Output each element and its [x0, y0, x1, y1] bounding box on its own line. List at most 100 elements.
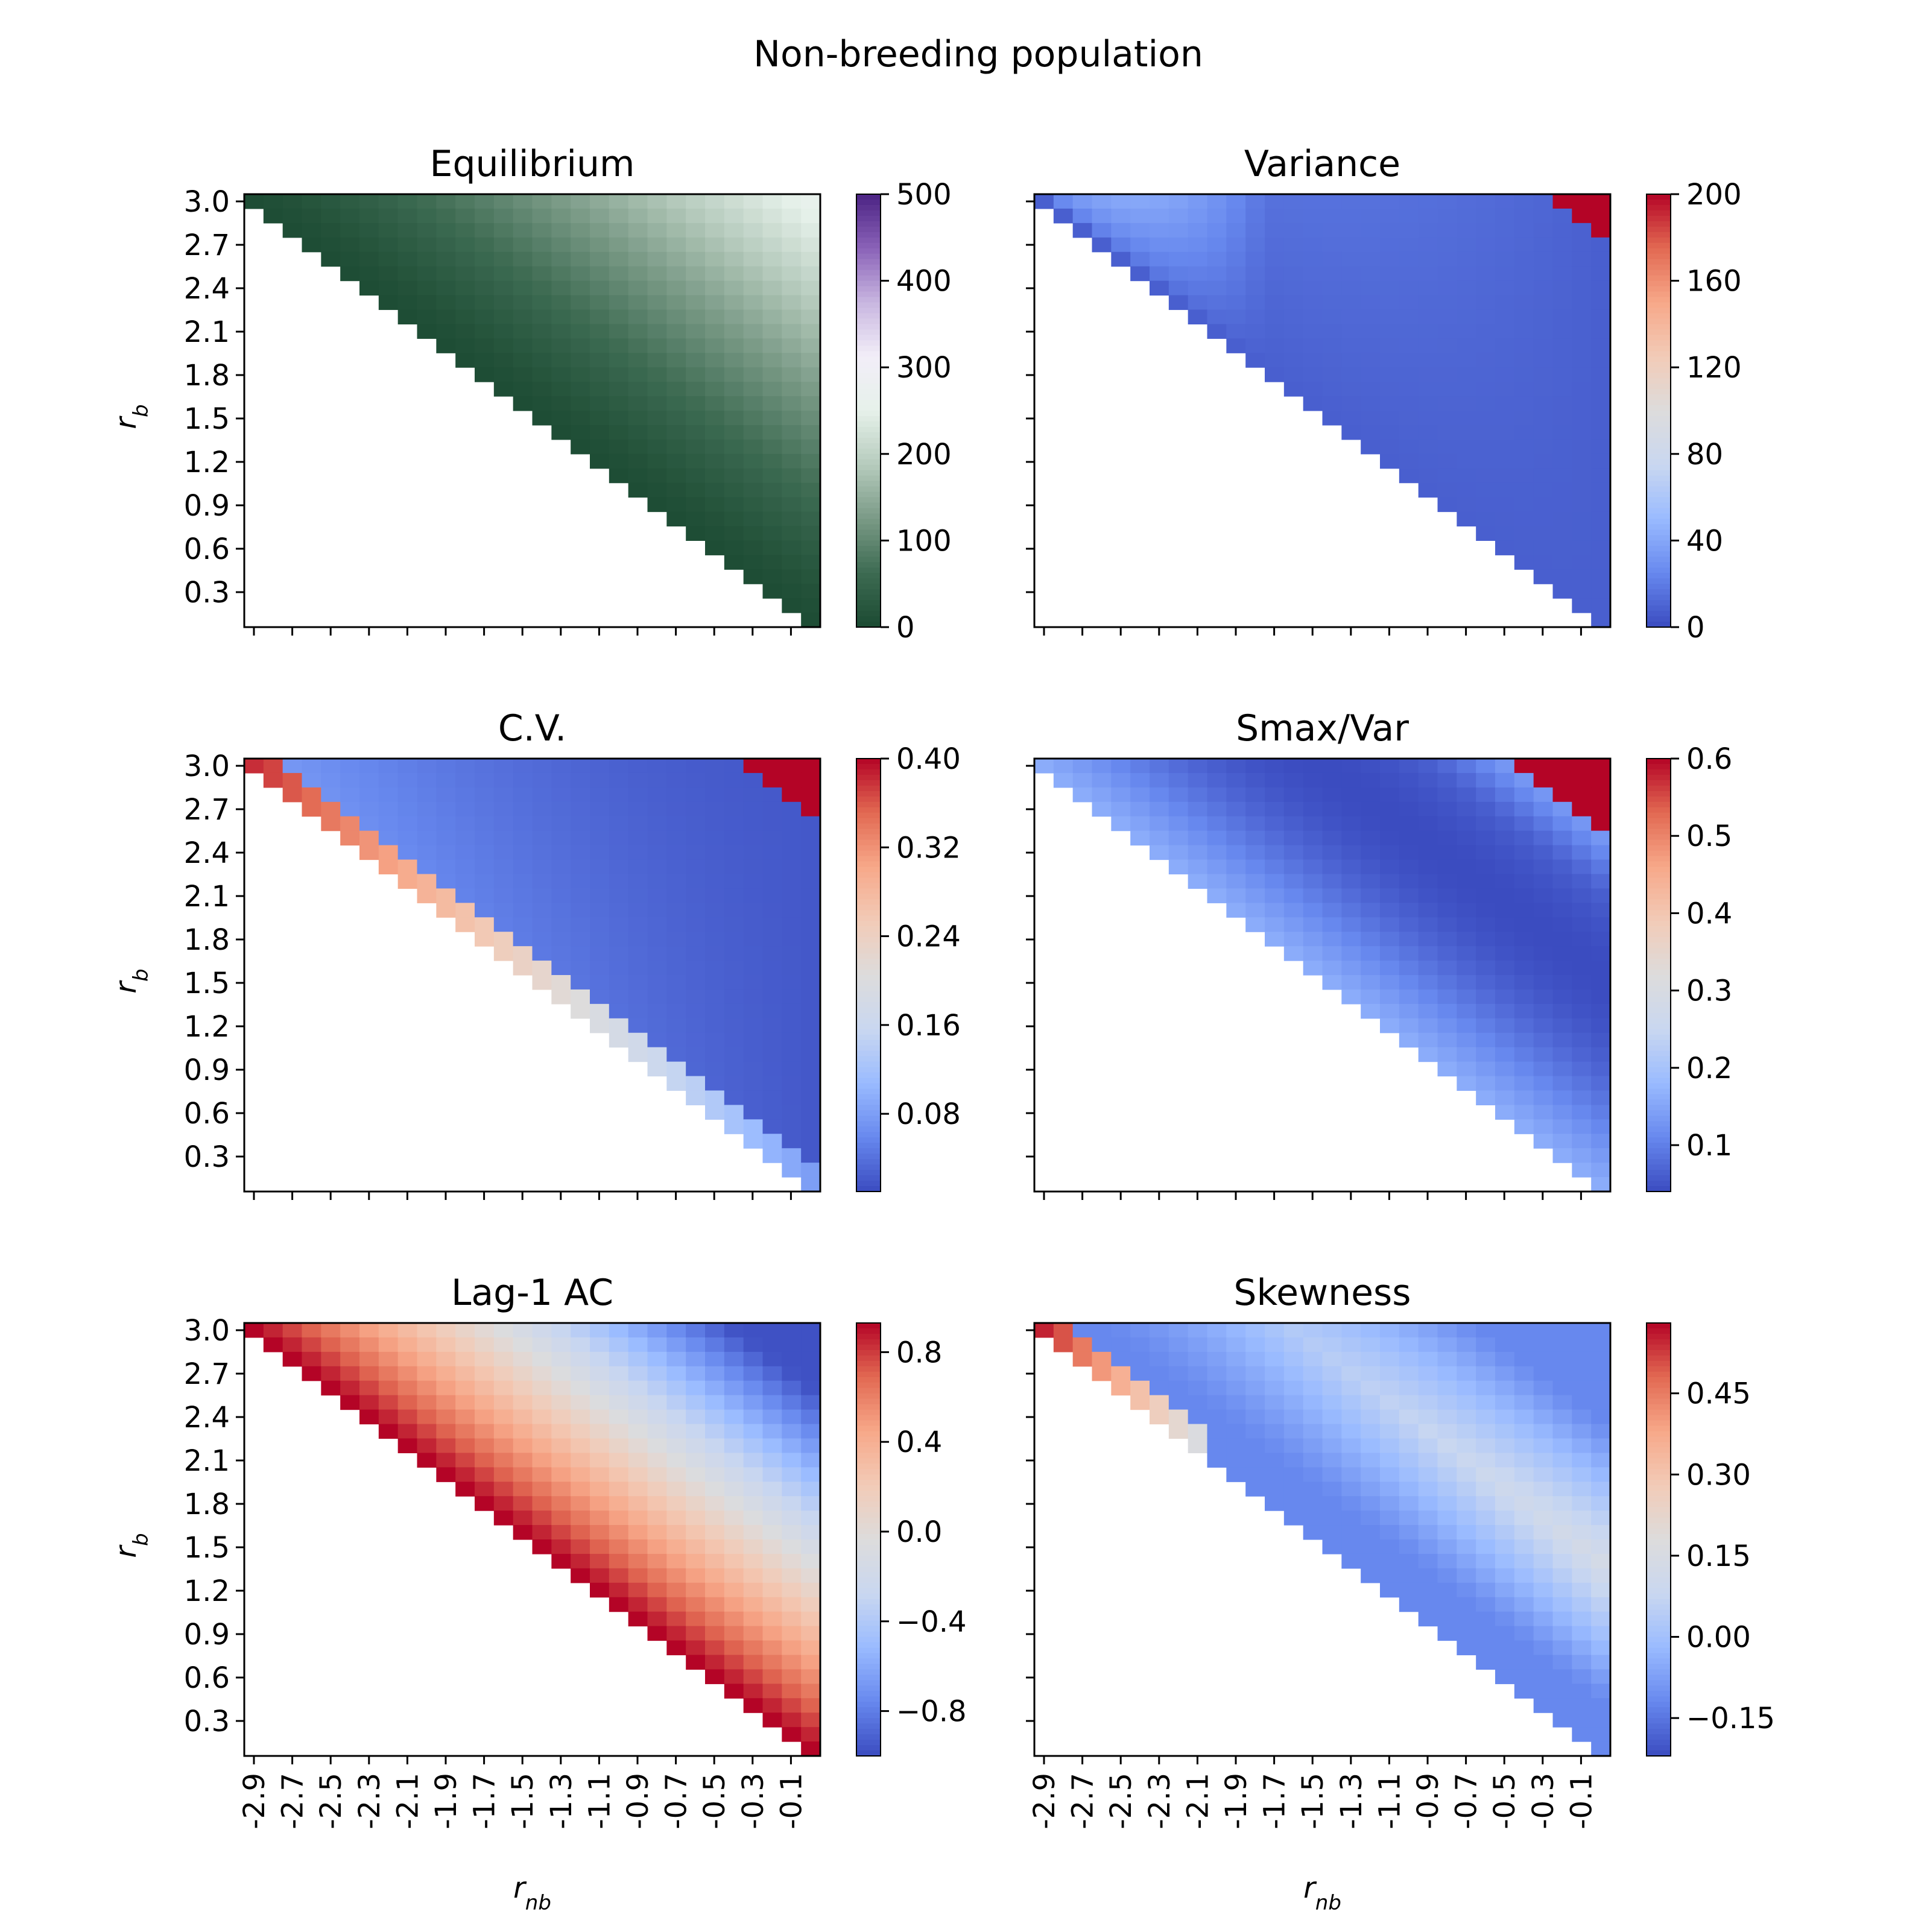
heatmap-cell: [475, 1337, 495, 1353]
heatmap-cell: [609, 411, 629, 426]
heatmap-cell: [1399, 411, 1419, 426]
heatmap-cell: [1591, 468, 1611, 484]
heatmap-cell: [1552, 1061, 1572, 1077]
heatmap-cell: [1322, 816, 1342, 832]
heatmap-cell: [1533, 569, 1554, 584]
heatmap-cell: [666, 353, 686, 368]
colorbar-segment: [1647, 1442, 1671, 1448]
heatmap-cell: [666, 961, 686, 976]
heatmap-cell: [743, 830, 764, 846]
heatmap-cell: [609, 888, 629, 903]
heatmap-cell: [1399, 961, 1419, 976]
heatmap-cell: [340, 759, 360, 774]
heatmap-cell: [666, 801, 686, 817]
heatmap-cell: [1361, 1337, 1381, 1353]
colorbar-segment: [1647, 242, 1671, 249]
heatmap-cell: [1591, 1568, 1611, 1583]
y-tick-label: 3.0: [184, 1314, 230, 1348]
heatmap-cell: [340, 251, 360, 267]
heatmap-cell: [302, 787, 321, 803]
heatmap-cell: [1495, 845, 1515, 860]
heatmap-cell: [1572, 917, 1592, 932]
heatmap-cell: [1168, 223, 1189, 238]
heatmap-cell: [1495, 816, 1515, 832]
heatmap-cell: [1437, 411, 1457, 426]
heatmap-cell: [590, 1351, 610, 1367]
heatmap-cell: [1092, 801, 1112, 817]
heatmap-cell: [628, 1611, 648, 1627]
heatmap-cell: [417, 787, 437, 803]
heatmap-cell: [1533, 324, 1554, 339]
heatmap-cell: [705, 1061, 725, 1077]
heatmap-cell: [1514, 772, 1534, 788]
heatmap-cell: [1552, 1684, 1572, 1699]
heatmap-cell: [532, 772, 552, 788]
heatmap-cell: [743, 1568, 764, 1583]
heatmap-cell: [1437, 1611, 1457, 1627]
heatmap-cell: [628, 961, 648, 976]
heatmap-cell: [628, 1582, 648, 1598]
heatmap-cell: [1495, 1553, 1515, 1569]
heatmap-cell: [1514, 555, 1534, 570]
heatmap-cell: [1572, 526, 1592, 541]
heatmap-cell: [1399, 816, 1419, 832]
heatmap-cell: [513, 1496, 533, 1511]
heatmap-cell: [647, 903, 667, 918]
heatmap-cell: [321, 1323, 341, 1338]
heatmap-cell: [1418, 1611, 1438, 1627]
heatmap-cell: [782, 468, 802, 484]
heatmap-cell: [724, 1511, 744, 1526]
heatmap-cell: [762, 280, 782, 296]
colorbar-segment: [856, 204, 881, 211]
heatmap-cell: [571, 888, 590, 903]
heatmap-cell: [590, 816, 610, 832]
heatmap-cell: [1476, 280, 1496, 296]
heatmap-cell: [1341, 367, 1361, 382]
heatmap-cell: [1283, 903, 1304, 918]
colorbar-segment: [856, 1529, 881, 1535]
heatmap-cell: [1437, 295, 1457, 311]
heatmap-cell: [1533, 526, 1554, 541]
heatmap-cell: [743, 801, 764, 817]
colorbar-segment: [1647, 508, 1671, 514]
heatmap-cell: [1457, 396, 1476, 411]
heatmap-cell: [1533, 396, 1554, 411]
heatmap-cell: [513, 1467, 533, 1482]
heatmap-cell: [1457, 1337, 1476, 1353]
colorbar-segment: [1647, 1626, 1671, 1632]
heatmap-cell: [1476, 453, 1496, 469]
panel-title: Equilibrium: [430, 143, 635, 185]
heatmap-cell: [782, 309, 802, 324]
y-axis-label: rb: [109, 968, 153, 993]
heatmap-cell: [1572, 266, 1592, 282]
colorbar-segment: [1647, 1529, 1671, 1535]
heatmap-cell: [705, 989, 725, 1005]
heatmap-cell: [571, 1453, 590, 1468]
heatmap-cell: [1418, 295, 1438, 311]
colorbar-segment: [856, 1323, 881, 1329]
heatmap-cell: [1514, 324, 1534, 339]
heatmap-cell: [1457, 208, 1476, 224]
heatmap-cell: [321, 787, 341, 803]
heatmap-cell: [359, 772, 379, 788]
heatmap-cell: [1303, 1395, 1323, 1410]
heatmap-cell: [1361, 396, 1381, 411]
colorbar-segment: [1647, 616, 1671, 622]
colorbar-tick-label: 80: [1686, 438, 1723, 472]
heatmap-cell: [1591, 903, 1611, 918]
colorbar-segment: [1647, 812, 1671, 819]
heatmap-cell: [686, 932, 706, 947]
colorbar-segment: [1647, 611, 1671, 617]
heatmap-cell: [1303, 1409, 1323, 1425]
heatmap-cell: [1168, 1351, 1189, 1367]
heatmap-cell: [302, 1351, 321, 1367]
heatmap-cell: [1514, 280, 1534, 296]
heatmap-cell: [1341, 989, 1361, 1005]
heatmap-cell: [1533, 787, 1554, 803]
colorbar-segment: [1647, 313, 1671, 320]
heatmap-cell: [1533, 1684, 1554, 1699]
heatmap-cell: [666, 266, 686, 282]
heatmap-cell: [743, 1553, 764, 1569]
heatmap-cell: [1418, 1467, 1438, 1482]
heatmap-cell: [1245, 251, 1265, 267]
